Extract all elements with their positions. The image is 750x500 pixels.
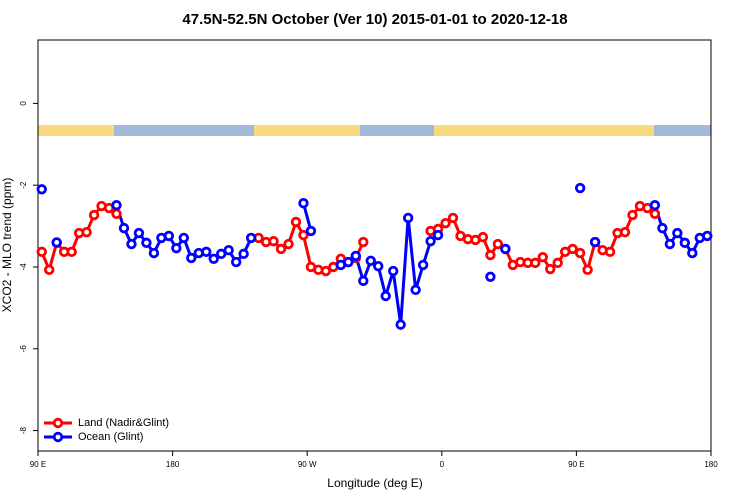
point: [702, 230, 713, 242]
point: [118, 222, 130, 234]
chart-title: 47.5N-52.5N October (Ver 10) 2015-01-01 …: [182, 11, 567, 28]
point: [649, 208, 661, 220]
legend-label: Ocean (Glint): [78, 431, 143, 443]
point: [88, 209, 100, 221]
x-tick-label: 90 E: [568, 460, 584, 469]
point: [410, 284, 421, 296]
point: [627, 209, 638, 221]
point: [530, 257, 541, 269]
point: [672, 227, 683, 239]
point: [567, 243, 578, 255]
point: [178, 232, 190, 244]
land-band: [38, 125, 114, 136]
point: [186, 252, 197, 264]
point: [298, 197, 309, 209]
point: [230, 256, 242, 268]
point: [305, 225, 317, 237]
point: [238, 248, 249, 260]
point: [358, 236, 369, 248]
point: [373, 260, 384, 272]
ocean-band: [38, 125, 711, 136]
legend-marker: [52, 431, 64, 443]
point: [320, 265, 332, 277]
point: [604, 246, 616, 258]
point: [365, 255, 376, 267]
land-band: [254, 125, 360, 136]
point: [268, 236, 279, 247]
x-tick-label: 180: [704, 460, 718, 469]
plot-frame: [37, 39, 712, 452]
point: [657, 222, 668, 234]
point: [649, 200, 661, 211]
point: [619, 227, 631, 238]
x-tick-label: 90 W: [298, 460, 317, 469]
point: [589, 236, 601, 248]
point: [485, 249, 496, 261]
y-tick-label: -8: [19, 426, 28, 434]
point: [208, 253, 219, 264]
point: [432, 229, 444, 241]
point: [687, 247, 698, 259]
y-tick-label: -6: [19, 345, 28, 353]
point: [223, 245, 234, 256]
point: [298, 229, 309, 241]
land-ocean-strip: [38, 125, 711, 136]
point: [664, 238, 676, 250]
point: [81, 227, 92, 238]
point: [679, 237, 691, 249]
point: [545, 263, 556, 275]
x-tick-label: 0: [440, 460, 445, 469]
point: [148, 247, 160, 259]
point: [395, 319, 406, 330]
point: [582, 264, 593, 276]
x-tick-label: 180: [166, 460, 180, 469]
legend-marker: [52, 417, 64, 429]
point: [574, 247, 586, 259]
land-band: [434, 125, 654, 136]
point: [126, 238, 137, 250]
point: [440, 218, 451, 229]
point: [133, 227, 145, 239]
point: [500, 243, 511, 255]
point: [111, 208, 122, 220]
point: [477, 231, 489, 243]
point: [447, 212, 459, 224]
y-tick-label: 0: [19, 101, 28, 106]
point: [387, 265, 399, 277]
point: [417, 259, 429, 271]
point: [574, 182, 586, 194]
point: [171, 242, 182, 254]
point: [201, 246, 212, 258]
point: [36, 184, 47, 195]
legend-label: Land (Nadir&Glint): [78, 417, 169, 429]
point: [380, 290, 391, 302]
point: [66, 246, 77, 258]
point: [275, 243, 287, 255]
point: [537, 251, 548, 263]
x-axis-label: Longitude (deg E): [327, 476, 422, 490]
point: [245, 232, 257, 244]
point: [283, 238, 294, 250]
point: [51, 237, 62, 248]
point: [350, 250, 362, 262]
point: [163, 230, 175, 242]
point: [216, 248, 227, 260]
point: [36, 246, 47, 258]
point: [141, 237, 152, 249]
point: [552, 257, 563, 269]
x-tick-label: 90 E: [30, 460, 46, 469]
point: [111, 200, 122, 211]
y-tick-label: -2: [19, 181, 28, 189]
point: [492, 238, 504, 250]
point: [485, 271, 496, 282]
point: [44, 264, 55, 276]
point: [343, 256, 354, 268]
y-tick-label: -4: [19, 263, 28, 271]
point: [425, 236, 436, 247]
point: [290, 216, 302, 228]
point: [402, 212, 414, 224]
y-axis-label: XCO2 - MLO trend (ppm): [0, 178, 14, 313]
point: [358, 275, 369, 287]
